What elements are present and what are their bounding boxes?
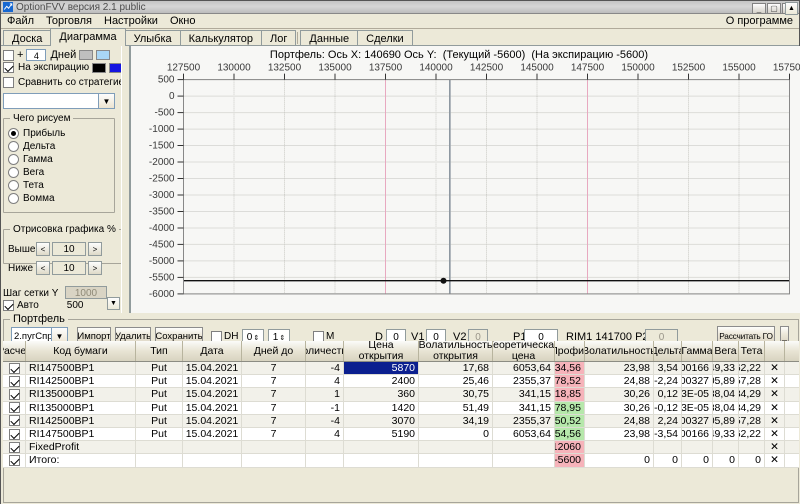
svg-text:-1000: -1000	[149, 124, 175, 135]
svg-text:-500: -500	[154, 108, 174, 119]
svg-text:135000: 135000	[318, 63, 352, 74]
svg-text:127500: 127500	[167, 63, 201, 74]
svg-text:145000: 145000	[520, 63, 554, 74]
svg-text:-3500: -3500	[149, 207, 175, 218]
svg-text:-5500: -5500	[149, 272, 175, 283]
svg-text:140000: 140000	[419, 63, 453, 74]
svg-text:-2000: -2000	[149, 157, 175, 168]
svg-text:-2500: -2500	[149, 174, 175, 185]
svg-text:150000: 150000	[621, 63, 655, 74]
svg-text:0: 0	[169, 91, 175, 102]
svg-text:-6000: -6000	[149, 289, 175, 300]
svg-text:130000: 130000	[217, 63, 251, 74]
svg-text:-5000: -5000	[149, 256, 175, 267]
svg-text:147500: 147500	[571, 63, 605, 74]
svg-text:157500: 157500	[773, 63, 800, 74]
svg-text:500: 500	[158, 75, 175, 86]
svg-text:-4500: -4500	[149, 239, 175, 250]
svg-text:137500: 137500	[369, 63, 403, 74]
svg-text:-4000: -4000	[149, 223, 175, 234]
svg-text:132500: 132500	[268, 63, 302, 74]
svg-text:142500: 142500	[470, 63, 504, 74]
svg-text:-1500: -1500	[149, 141, 175, 152]
svg-text:-3000: -3000	[149, 190, 175, 201]
svg-text:155000: 155000	[722, 63, 756, 74]
svg-text:152500: 152500	[672, 63, 706, 74]
